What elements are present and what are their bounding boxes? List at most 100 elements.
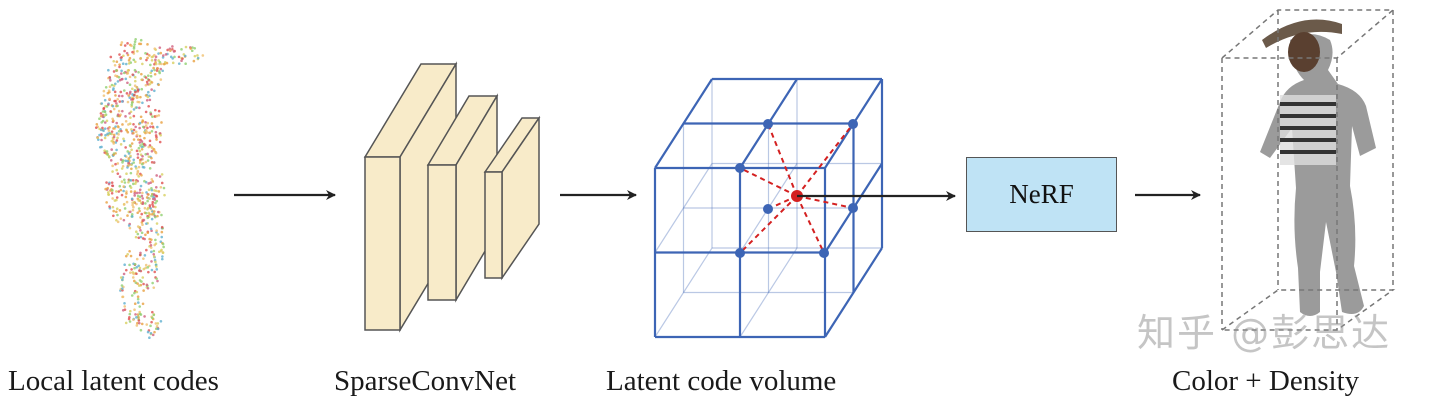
point	[113, 63, 117, 67]
point	[138, 121, 142, 125]
point	[150, 217, 154, 221]
point	[144, 51, 147, 55]
point	[123, 305, 127, 308]
point	[115, 139, 119, 142]
point	[135, 95, 139, 99]
point	[155, 229, 158, 232]
point	[146, 43, 149, 46]
point	[139, 115, 143, 119]
point	[119, 58, 123, 62]
point	[135, 149, 139, 153]
point	[158, 140, 162, 144]
point	[132, 205, 135, 209]
point	[138, 279, 142, 282]
point	[192, 59, 196, 63]
point	[111, 117, 114, 121]
grid-line	[654, 247, 713, 338]
point	[121, 94, 124, 98]
point	[118, 184, 122, 188]
point	[144, 202, 147, 205]
point	[160, 230, 164, 234]
point	[115, 60, 119, 64]
point	[160, 257, 164, 261]
point	[112, 214, 115, 218]
point	[111, 170, 114, 173]
point	[123, 89, 126, 92]
point	[111, 205, 115, 209]
point	[122, 272, 126, 276]
point	[149, 324, 152, 328]
point	[123, 181, 127, 184]
point	[190, 49, 194, 53]
point	[115, 121, 119, 125]
point	[115, 218, 118, 222]
point	[146, 121, 150, 125]
point	[138, 141, 142, 144]
point	[147, 182, 150, 185]
point	[118, 100, 122, 103]
point	[112, 107, 116, 111]
point	[138, 149, 142, 153]
point	[122, 139, 126, 143]
point	[100, 132, 103, 136]
point	[150, 316, 154, 320]
grid-line	[824, 247, 883, 338]
bounding-box	[1219, 9, 1396, 331]
point	[145, 248, 148, 252]
point	[154, 201, 157, 205]
point	[160, 62, 163, 66]
point	[133, 68, 137, 72]
point	[112, 135, 116, 139]
point	[148, 167, 152, 170]
point	[106, 153, 109, 156]
point	[134, 37, 137, 41]
interpolation-line	[739, 195, 798, 254]
point	[159, 78, 163, 81]
point	[134, 230, 138, 234]
point	[123, 263, 126, 266]
label-latent-code-volume: Latent code volume	[606, 365, 837, 397]
point	[140, 212, 144, 216]
point	[150, 320, 153, 324]
point	[146, 159, 150, 162]
point	[103, 98, 107, 102]
point	[132, 318, 135, 321]
point	[114, 125, 117, 128]
point	[112, 209, 115, 213]
point	[196, 54, 199, 57]
point	[140, 87, 144, 91]
point	[144, 110, 148, 114]
point	[134, 313, 137, 316]
point	[189, 47, 192, 50]
point	[129, 110, 133, 114]
point	[112, 133, 116, 137]
point	[134, 182, 137, 185]
point	[154, 322, 158, 325]
point	[118, 114, 121, 118]
point	[132, 45, 136, 49]
point	[126, 42, 129, 45]
point	[144, 160, 148, 164]
point	[135, 324, 139, 327]
point	[150, 187, 153, 190]
point	[161, 69, 164, 73]
point	[196, 56, 200, 60]
point	[138, 191, 142, 194]
point	[105, 105, 109, 108]
point	[104, 187, 107, 191]
point	[142, 289, 145, 292]
point	[103, 136, 107, 140]
point	[107, 68, 110, 72]
point	[155, 199, 159, 203]
point	[117, 125, 120, 129]
point	[172, 50, 176, 53]
point	[144, 266, 147, 270]
point	[181, 57, 184, 60]
point	[146, 126, 149, 130]
point	[101, 110, 105, 113]
point	[136, 156, 140, 159]
point	[137, 316, 140, 319]
point	[137, 319, 141, 322]
point	[128, 312, 132, 316]
